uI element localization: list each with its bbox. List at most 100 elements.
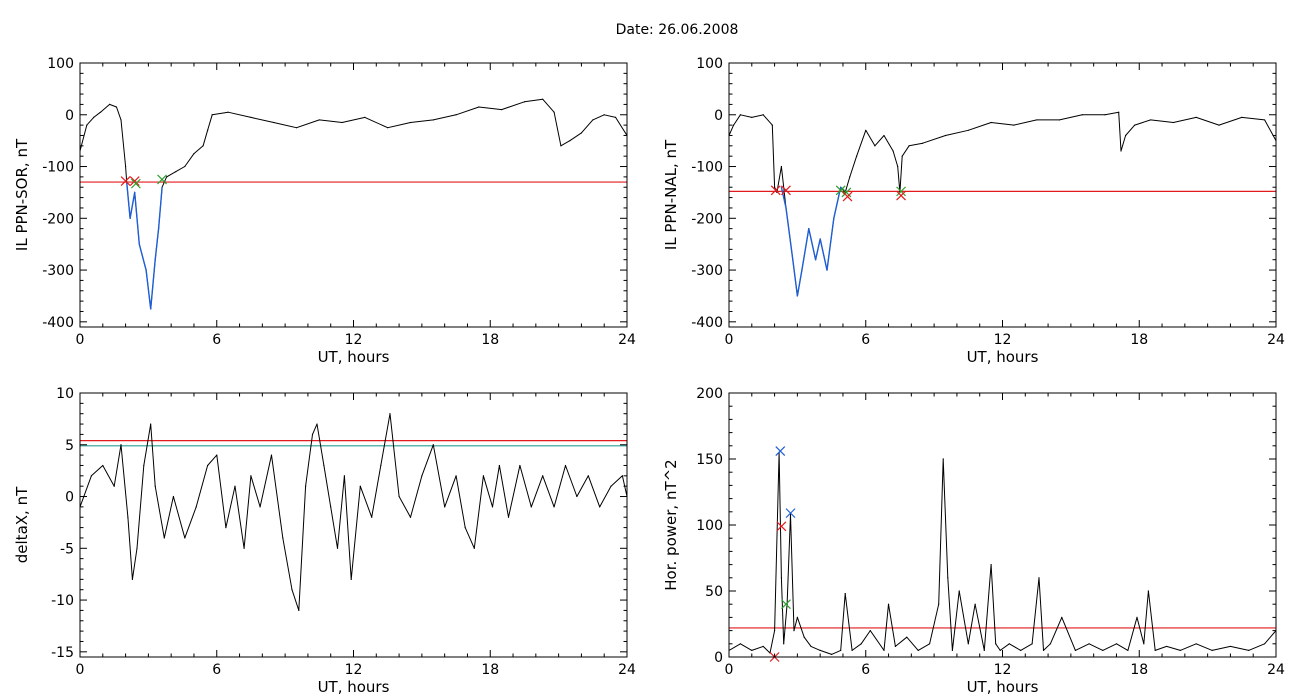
data-point-power-0-37 [995,643,997,645]
data-point-nal-0-48 [1264,119,1266,121]
y-tick-label-nal--100: -100 [691,160,723,176]
data-point-power-0-51 [1136,616,1138,619]
series-group-power [729,451,1276,655]
y-tick-label-sor--300: -300 [42,263,74,279]
data-point-power-0-23 [887,603,890,605]
data-point-power-0-2 [751,649,753,652]
x-axis-label-power: UT, hours [967,678,1039,696]
data-point-nal-0-23 [874,145,876,147]
data-point-deltax-0-31 [336,547,339,549]
y-tick-label-sor-100: 100 [47,56,74,72]
data-point-deltax-0-40 [421,475,423,477]
data-line-nal-1 [780,187,842,297]
data-point-sor-0-34 [455,114,457,116]
data-point-nal-0-21 [856,155,858,157]
x-tick-label-nal-18: 18 [1130,332,1148,348]
data-point-nal-0-32 [967,129,969,131]
data-point-power-0-15 [819,649,821,652]
data-point-nal-1-5 [808,228,810,230]
data-point-power-0-32 [958,590,960,592]
data-point-nal-0-25 [892,150,894,152]
y-tick-label-deltax--15: -15 [51,645,74,661]
data-point-sor-0-45 [615,116,617,118]
plot-frame-nal [728,62,1277,328]
event-marker-sor-2 [130,178,141,189]
data-point-sor-0-1 [86,124,88,126]
data-point-nal-1-10 [840,186,842,188]
data-point-power-0-30 [947,577,949,579]
data-point-deltax-0-52 [542,475,544,477]
data-point-sor-0-19 [184,165,186,168]
x-tick-label-power-24: 24 [1267,662,1285,678]
data-point-power-0-8 [783,643,785,645]
x-tick-label-nal-12: 12 [994,332,1012,348]
data-point-deltax-0-43 [455,475,457,477]
data-point-deltax-0-26 [305,485,307,487]
x-tick-label-deltax-6: 6 [212,662,221,678]
data-point-power-0-57 [1195,643,1197,645]
event-marker-power-1 [785,508,796,519]
data-point-deltax-0-55 [576,495,578,498]
data-point-deltax-0-53 [553,506,555,508]
data-point-nal-0-46 [1218,124,1220,126]
data-point-nal-0-4 [762,114,764,116]
y-tick-label-deltax-10: 10 [56,386,74,402]
data-point-deltax-0-23 [282,537,284,539]
x-tick-label-sor-18: 18 [481,332,499,348]
data-line-sor-0 [80,98,627,310]
data-point-deltax-0-8 [143,464,145,467]
data-point-sor-0-7 [124,165,127,168]
data-point-nal-1-1 [785,207,787,209]
y-axis-label-nal: IL PPN-NAL, nT [662,139,680,250]
data-point-sor-0-39 [553,111,555,113]
x-tick-label-sor-6: 6 [212,332,221,348]
data-point-nal-0-33 [990,121,992,124]
x-tick-label-deltax-24: 24 [618,662,636,678]
chart-panel-power: 0 6 12 18 24 200 150 100 50 0 UT, hours Hor. power,… [662,386,1285,696]
data-point-power-0-18 [844,593,846,595]
data-point-power-0-52 [1143,643,1145,645]
data-point-power-0-44 [1049,643,1051,645]
data-point-sor-0-36 [501,108,503,111]
data-point-deltax-0-1 [90,475,92,477]
event-marker-power-2 [776,521,787,532]
data-point-deltax-0-5 [127,516,129,518]
data-point-power-0-55 [1166,645,1168,648]
data-point-power-0-29 [942,458,944,460]
data-point-nal-0-5 [771,124,773,126]
data-point-sor-1-1 [129,217,131,219]
data-point-deltax-0-36 [380,464,382,467]
data-point-deltax-0-48 [498,464,500,467]
data-point-sor-1-5 [150,308,152,310]
data-point-deltax-0-57 [599,506,601,508]
data-point-power-0-43 [1042,649,1045,652]
data-point-sor-0-23 [211,114,213,116]
data-point-deltax-0-4 [120,444,122,446]
data-point-power-0-22 [883,649,885,652]
data-point-power-0-1 [739,643,741,645]
data-line-power-0 [729,451,1276,655]
data-point-nal-1-0 [780,186,783,188]
y-tick-label-deltax--5: -5 [60,541,74,557]
data-point-sor-0-32 [409,121,412,124]
data-point-deltax-0-50 [519,464,521,467]
data-point-nal-1-2 [792,259,794,261]
event-marker-nal-5 [896,186,907,197]
data-point-sor-1-8 [161,186,163,188]
chart-panel-nal: 0 6 12 18 24 100 0 -100 -200 -300 -400 UT, hours IL … [662,56,1285,366]
data-point-power-0-11 [793,630,795,632]
y-tick-label-nal--200: -200 [691,211,723,227]
data-point-power-0-12 [796,616,798,619]
data-point-sor-0-29 [341,121,343,124]
data-point-sor-0-28 [318,119,320,121]
data-point-deltax-0-59 [621,475,624,477]
data-point-deltax-0-25 [298,609,300,612]
data-point-nal-0-40 [1120,150,1122,152]
data-point-power-0-16 [830,653,833,655]
data-point-deltax-0-11 [163,537,165,539]
x-tick-label-deltax-0: 0 [76,662,85,678]
data-point-deltax-0-15 [207,464,209,467]
data-point-nal-1-6 [815,259,817,261]
data-point-sor-0-42 [580,132,583,134]
x-tick-label-nal-24: 24 [1267,332,1285,348]
